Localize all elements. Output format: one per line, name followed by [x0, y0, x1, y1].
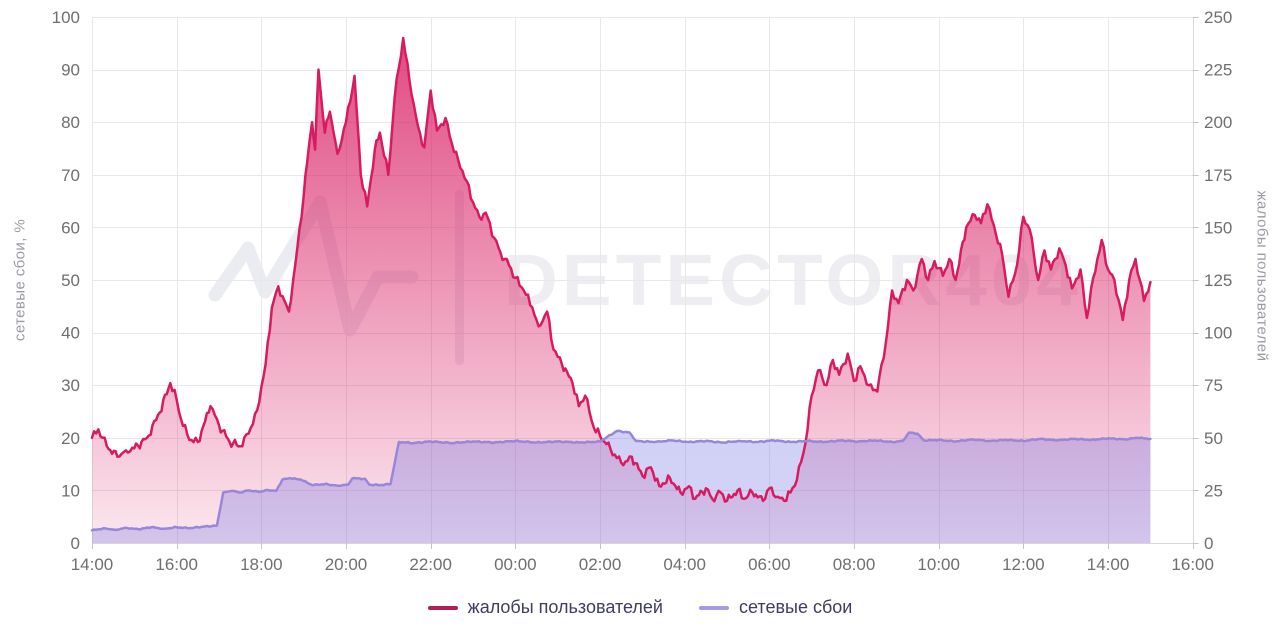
right-axis-tick-label: 150	[1204, 218, 1232, 237]
left-axis-tick-label: 100	[52, 8, 80, 27]
right-axis-tick-label: 225	[1204, 61, 1232, 80]
x-axis-tick-label: 08:00	[833, 555, 876, 574]
network-failures-line	[90, 429, 1152, 532]
user-complaints-line	[90, 36, 1152, 503]
legend-label-user-complaints: жалобы пользователей	[467, 597, 663, 617]
x-axis-tick-label: 22:00	[409, 555, 452, 574]
left-axis-tick-label: 80	[61, 113, 80, 132]
user-complaints-area	[92, 38, 1151, 543]
right-axis-tick-label: 25	[1204, 481, 1223, 500]
x-axis-tick-label: 14:00	[1087, 555, 1130, 574]
right-axis-title: жалобы пользователей	[1253, 190, 1271, 362]
left-axis-tick-label: 50	[61, 271, 80, 290]
x-axis-tick-label: 12:00	[1002, 555, 1045, 574]
x-axis-tick-label: 02:00	[579, 555, 622, 574]
x-axis-tick-label: 16:00	[1171, 555, 1214, 574]
left-axis-tick-label: 0	[71, 534, 80, 553]
legend: жалобы пользователей сетевые сбои	[0, 597, 1280, 618]
right-axis-tick-label: 200	[1204, 113, 1232, 132]
left-axis-tick-label: 70	[61, 166, 80, 185]
user-complaints-swatch	[427, 605, 458, 610]
left-axis-tick-label: 20	[61, 429, 80, 448]
axes	[92, 17, 1199, 549]
x-axis-tick-label: 04:00	[663, 555, 706, 574]
legend-item-user-complaints[interactable]: жалобы пользователей	[427, 597, 663, 618]
tick-labels: 0 10 20 30 40 50 60 70 80 90 100 0 25 50 75 100 125 150 17…	[52, 8, 1233, 574]
right-axis-tick-label: 175	[1204, 166, 1232, 185]
x-axis-tick-label: 10:00	[917, 555, 960, 574]
left-axis-tick-label: 30	[61, 376, 80, 395]
right-axis-tick-label: 75	[1204, 376, 1223, 395]
right-axis-tick-label: 125	[1204, 271, 1232, 290]
legend-label-network-failures: сетевые сбои	[738, 597, 853, 617]
x-axis-tick-label: 14:00	[71, 555, 114, 574]
x-axis-tick-label: 16:00	[155, 555, 198, 574]
left-axis-tick-label: 60	[61, 218, 80, 237]
right-axis-tick-label: 100	[1204, 324, 1232, 343]
x-axis-tick-label: 20:00	[325, 555, 368, 574]
x-axis-tick-label: 18:00	[240, 555, 283, 574]
x-axis-tick-label: 06:00	[748, 555, 791, 574]
right-axis-tick-label: 50	[1204, 429, 1223, 448]
left-axis-tick-label: 90	[61, 61, 80, 80]
right-axis-tick-label: 0	[1204, 534, 1213, 553]
left-axis-title: сетевые сбои, %	[11, 218, 29, 342]
network-failures-swatch	[698, 605, 729, 610]
legend-item-network-failures[interactable]: сетевые сбои	[698, 597, 853, 618]
left-axis-tick-label: 40	[61, 324, 80, 343]
x-axis-tick-label: 00:00	[494, 555, 537, 574]
right-axis-tick-label: 250	[1204, 8, 1232, 27]
network-failures-area	[92, 430, 1151, 543]
left-axis-tick-label: 10	[61, 481, 80, 500]
